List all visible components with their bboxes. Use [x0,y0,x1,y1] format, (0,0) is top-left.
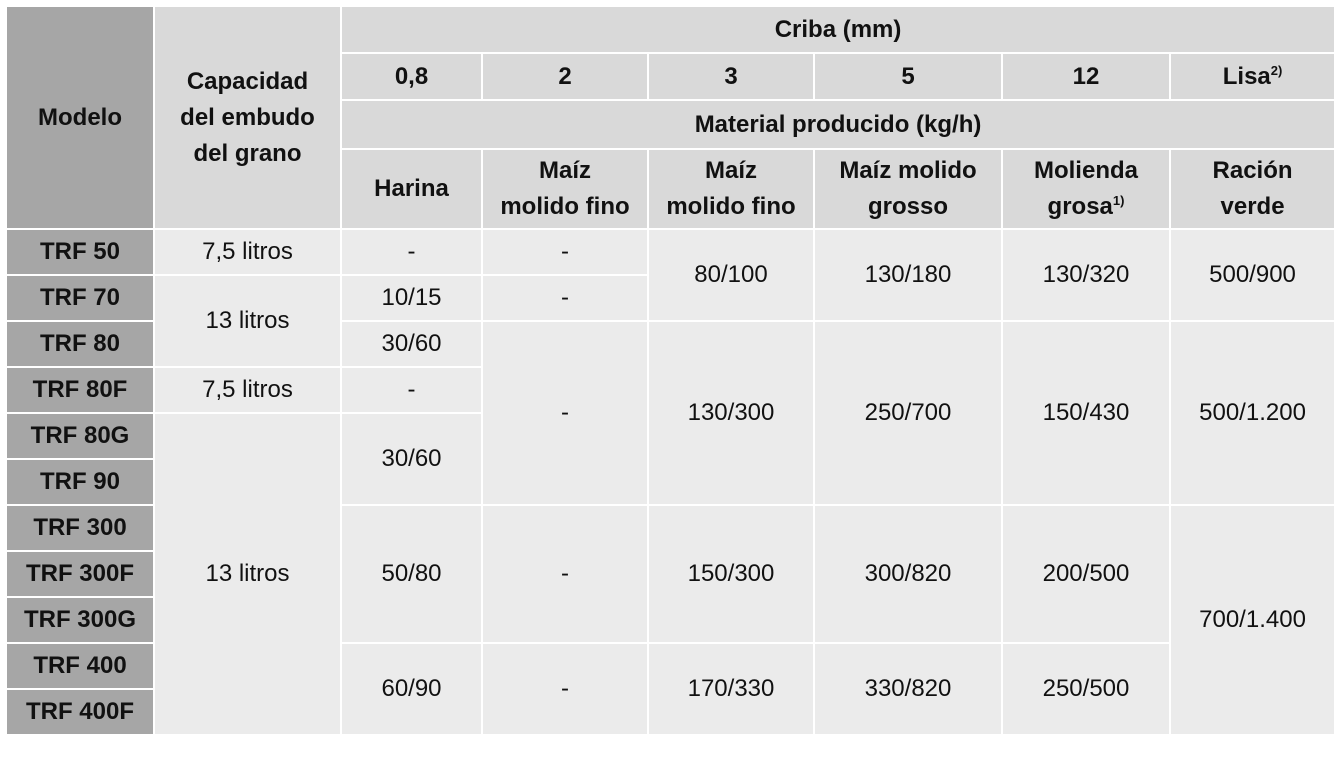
table-row: TRF 300F [5,550,1335,598]
header-cell: Harina [340,148,483,230]
value-cell: 7,5 litros [153,228,342,276]
model-cell: TRF 300G [5,596,155,644]
value-cell: 250/500 [1001,642,1171,736]
value-cell: 50/80 [340,504,483,644]
header-cell: Maíz molido grosso [813,148,1003,230]
header-cell: Maíz molido fino [647,148,815,230]
model-cell: TRF 90 [5,458,155,506]
header-cell: Ración verde [1168,148,1337,230]
value-cell: 700/1.400 [1168,504,1337,736]
value-cell: 13 litros [153,412,342,736]
product-table: Modelo Capacidad del embudo del grano Crib… [5,5,1337,736]
value-cell: 60/90 [340,642,483,736]
model-cell: TRF 80 [5,320,155,368]
table-row: TRF 50 7,5 litros - -80/100 130/180 130/320 50… [5,228,1337,736]
model-cell: TRF 300F [5,550,155,598]
value-cell: 130/320 [1001,228,1171,322]
value-cell: 300/820 [813,504,1003,644]
header-cell: 0,8 [340,52,483,101]
table-row: TRF 80G 13 litros 30/60 [5,412,1335,736]
header-cell: Capacidad del embudo del grano [153,5,342,230]
model-cell: TRF 80F [5,366,155,414]
header-cell: Modelo [5,5,155,230]
table-row: TRF 400 60/90-170/330 330/820 250/500 [5,642,1335,736]
table-row: TRF 70 13 litros 10/15- [5,274,1335,368]
value-cell: 150/430 [1001,320,1171,506]
value-cell: 200/500 [1001,504,1171,644]
table-row: TRF 90 [5,458,1335,506]
header-cell: Lisa2) [1168,52,1337,101]
footnote-mark: 1) [1112,193,1125,208]
value-cell: 250/700 [813,320,1003,506]
value-cell: 170/330 [647,642,815,736]
header-cell: Maíz molido fino [481,148,649,230]
header-cell: 5 [813,52,1003,101]
value-cell: 30/60 [340,412,483,506]
value-cell: 500/1.200 [1168,320,1337,506]
value-cell: 10/15 [340,274,483,322]
model-cell: TRF 70 [5,274,155,322]
value-cell: - [340,228,483,276]
footnote-mark: 2) [1270,62,1283,78]
value-cell: 80/100 [647,228,815,322]
value-cell: 30/60 [340,320,483,368]
table-row: Modelo Capacidad del embudo del grano Crib… [5,5,1337,230]
model-cell: TRF 50 [5,228,155,276]
value-cell: 500/900 [1168,228,1337,322]
table-row: TRF 80F 7,5 litros - [5,366,1335,414]
value-cell: - [481,504,649,644]
table-row: TRF 80 30/60-130/300 250/700 150/430 500/1.2… [5,320,1337,506]
table-row: 0,8 2 3 5 12 Lisa2) [6,52,1337,101]
table-row: TRF 300 50/80-150/300 300/820 200/500 700/1.… [5,504,1337,736]
value-cell: - [481,320,649,506]
value-cell: 130/180 [813,228,1003,322]
table-row: Modelo Capacidad del embudo del grano Crib… [5,5,1337,230]
table-row: Harina Maíz molido fino Maíz molido fino Ma… [6,148,1337,230]
model-cell: TRF 400F [5,688,155,736]
header-text: Lisa [1222,62,1271,90]
table-row: TRF 400F [5,688,1335,736]
value-cell: - [481,642,649,736]
value-cell: 13 litros [153,274,342,368]
header-text: Molienda grosa [1033,157,1138,220]
model-cell: TRF 80G [5,412,155,460]
value-cell: 150/300 [647,504,815,644]
value-cell: 130/300 [647,320,815,506]
value-cell: 7,5 litros [153,366,342,414]
value-cell: - [340,366,483,414]
header-cell: Material producido (kg/h) [339,99,1337,150]
table-row: Material producido (kg/h) [6,99,1337,150]
value-cell: - [481,228,649,276]
header-cell: 2 [481,52,649,101]
value-cell: - [481,274,649,322]
model-cell: TRF 400 [5,642,155,690]
header-cell: 3 [647,52,815,101]
header-cell: Molienda grosa1) [1001,148,1171,230]
table-row: TRF 300G [5,596,1335,644]
table-row: TRF 50 7,5 litros - -80/100 130/180 130/320 50… [5,228,1337,322]
value-cell: 330/820 [813,642,1003,736]
header-cell: Criba (mm) [339,5,1337,54]
model-cell: TRF 300 [5,504,155,552]
header-cell: 12 [1001,52,1171,101]
